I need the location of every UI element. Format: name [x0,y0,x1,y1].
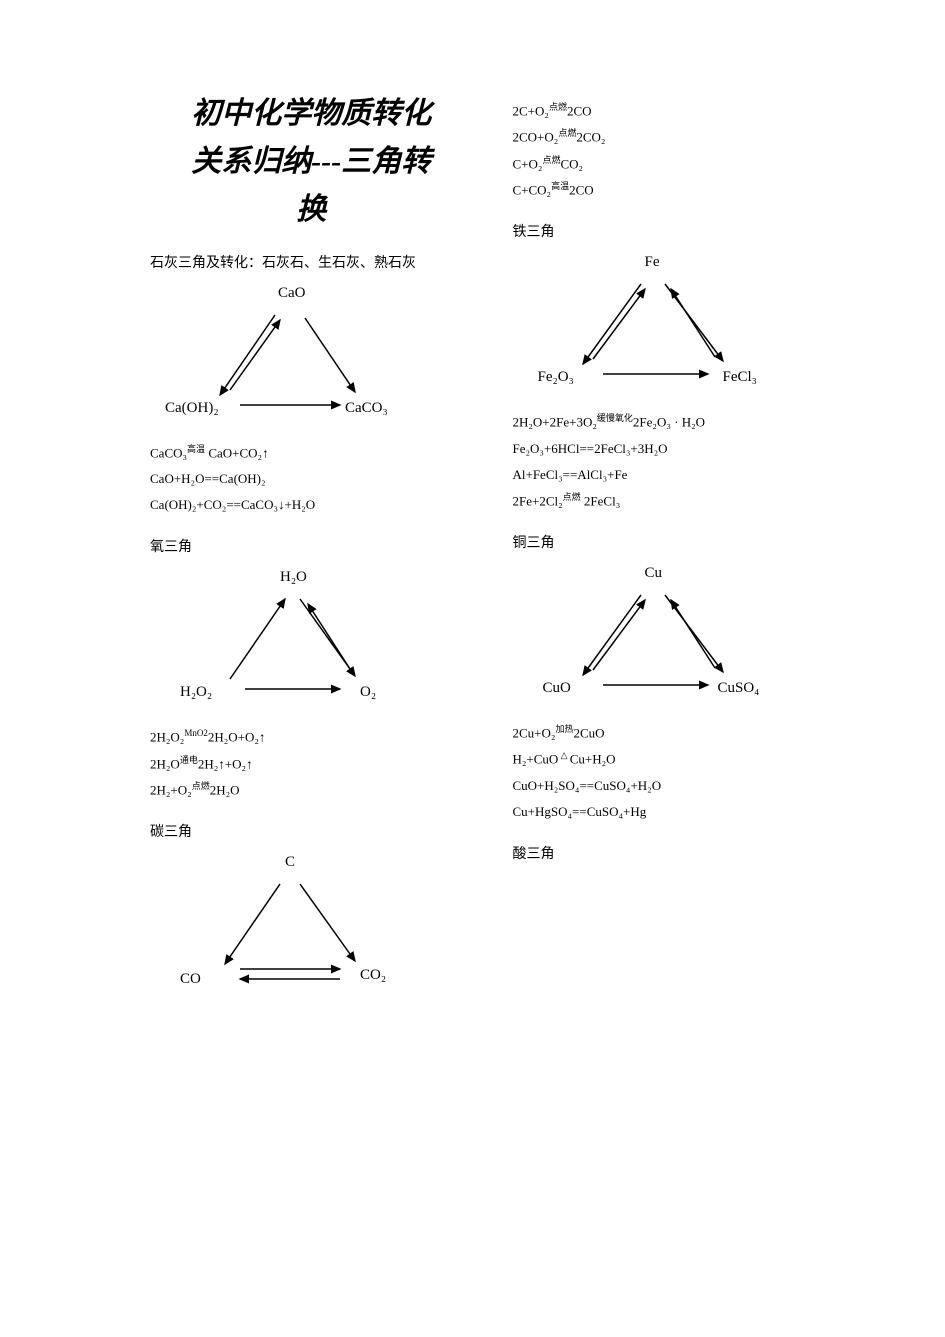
eq-oxy-2-lhs: 2H₂O [150,756,180,771]
eq-c-4-cond: 高温 [551,181,569,191]
tri-fe-top: Fe [645,254,660,271]
eq-lime-1-lhs: CaCO₃ [150,445,187,460]
tri-c-left: CO [180,971,201,988]
tri-cu-left: CuO [543,680,571,697]
eq-oxy-3-lhs: 2H₂+O₂ [150,782,192,797]
tri-cu-top: Cu [645,565,663,582]
eq-block-lime: CaCO₃高温 CaO+CO₂↑ CaO+H₂O==Ca(OH)₂ Ca(OH)… [150,440,473,518]
eq-block-carbon: 2C+O₂点燃2CO 2CO+O₂点燃2CO₂ C+O₂点燃CO₂ C+CO₂高… [513,98,836,203]
triangle-lime: CaO Ca(OH)₂ CaCO₃ [160,280,420,430]
section-head-lime: 石灰三角及转化：石灰石、生石灰、熟石灰 [150,252,473,272]
eq-oxy-2-cond: 通电 [180,755,198,765]
section-head-carbon: 碳三角 [150,821,473,841]
eq-lime-2: CaO+H₂O==Ca(OH)₂ [150,471,266,486]
eq-block-iron: 2H₂O+2Fe+3O₂缓慢氧化2Fe₂O₃ · H₂O Fe₂O₃+6HCl=… [513,409,836,514]
eq-fe-4-rhs: 2FeCl₃ [581,493,621,508]
eq-c-3-lhs: C+O₂ [513,156,543,171]
eq-oxy-1-rhs: 2H₂O+O₂↑ [208,730,266,745]
eq-fe-4-cond: 点燃 [563,492,581,502]
eq-fe-1-rhs: 2Fe₂O₃ · H₂O [633,415,705,430]
eq-c-3-rhs: CO₂ [560,156,583,171]
eq-cu-2-lhs: H₂+CuO [513,752,559,767]
tri-lime-top: CaO [278,285,306,302]
eq-cu-1-cond: 加热 [555,724,573,734]
eq-c-1-rhs: 2CO [567,103,592,118]
triangle-carbon: C CO CO₂ [160,849,420,999]
section-head-copper: 铜三角 [513,532,836,552]
section-head-acid: 酸三角 [513,843,836,863]
title-line-3: 换 [296,193,326,226]
eq-cu-1-lhs: 2Cu+O₂ [513,725,556,740]
tri-cu-right: CuSO₄ [718,680,760,697]
tri-fe-right: FeCl₃ [723,369,757,386]
eq-fe-4-lhs: 2Fe+2Cl₂ [513,493,563,508]
triangle-copper: Cu CuO CuSO₄ [523,560,783,710]
tri-lime-left: Ca(OH)₂ [165,400,219,417]
eq-c-1-cond: 点燃 [549,102,567,112]
eq-block-copper: 2Cu+O₂加热2CuO H₂+CuO △ Cu+H₂O CuO+H₂SO₄==… [513,720,836,825]
eq-oxy-3-cond: 点燃 [192,781,210,791]
eq-cu-3: CuO+H₂SO₄==CuSO₄+H₂O [513,778,662,793]
tri-oxy-top: H₂O [280,569,307,586]
right-column: 2C+O₂点燃2CO 2CO+O₂点燃2CO₂ C+O₂点燃CO₂ C+CO₂高… [513,90,836,1009]
eq-oxy-2-rhs: 2H₂↑+O₂↑ [198,756,253,771]
eq-lime-1-rhs: CaO+CO₂↑ [205,445,269,460]
eq-lime-3: Ca(OH)₂+CO₂==CaCO₃↓+H₂O [150,497,315,512]
left-column: 初中化学物质转化 关系归纳---三角转 换 石灰三角及转化：石灰石、生石灰、熟石… [150,90,473,1009]
eq-cu-1-rhs: 2CuO [573,725,604,740]
tri-c-right: CO₂ [360,967,386,984]
eq-block-oxygen: 2H₂O₂MnO22H₂O+O₂↑ 2H₂O通电2H₂↑+O₂↑ 2H₂+O₂点… [150,724,473,803]
triangle-oxygen: H₂O H₂O₂ O₂ [160,564,420,714]
tri-oxy-right: O₂ [360,684,376,701]
eq-c-1-lhs: 2C+O₂ [513,103,549,118]
eq-fe-2: Fe₂O₃+6HCl==2FeCl₃+3H₂O [513,441,668,456]
title-line-2: 关系归纳---三角转 [191,145,431,178]
section-head-oxygen: 氧三角 [150,536,473,556]
section-head-iron: 铁三角 [513,221,836,241]
eq-c-3-cond: 点燃 [542,155,560,165]
eq-fe-3: Al+FeCl₃==AlCl₃+Fe [513,467,628,482]
eq-cu-4: Cu+HgSO₄==CuSO₄+Hg [513,804,647,819]
eq-c-2-lhs: 2CO+O₂ [513,130,559,145]
eq-c-2-rhs: 2CO₂ [576,130,605,145]
doc-title: 初中化学物质转化 关系归纳---三角转 换 [150,90,473,234]
eq-c-2-cond: 点燃 [558,128,576,138]
eq-lime-1-cond: 高温 [187,444,205,454]
triangle-iron: Fe Fe₂O₃ FeCl₃ [523,249,783,399]
page-root: 初中化学物质转化 关系归纳---三角转 换 石灰三角及转化：石灰石、生石灰、熟石… [0,0,945,1069]
eq-fe-1-cond: 缓慢氧化 [597,413,633,423]
eq-c-4-rhs: 2CO [569,182,594,197]
title-line-1: 初中化学物质转化 [191,97,431,130]
tri-lime-right: CaCO₃ [345,400,388,417]
eq-cu-2-cond: △ [558,750,569,760]
eq-c-4-lhs: C+CO₂ [513,182,552,197]
tri-fe-left: Fe₂O₃ [538,369,574,386]
eq-oxy-3-rhs: 2H₂O [210,782,240,797]
tri-oxy-left: H₂O₂ [180,684,212,701]
eq-fe-1-lhs: 2H₂O+2Fe+3O₂ [513,415,597,430]
eq-oxy-1-lhs: 2H₂O₂ [150,730,184,745]
eq-oxy-1-cond: MnO2 [184,728,208,738]
eq-cu-2-rhs: Cu+H₂O [570,752,616,767]
tri-c-top: C [285,854,295,871]
